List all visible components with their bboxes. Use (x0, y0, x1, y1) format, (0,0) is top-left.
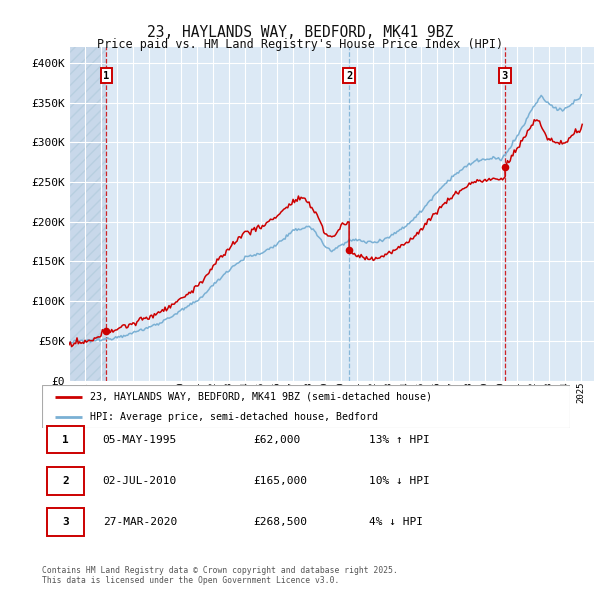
Bar (69, 47, 106, 381)
Text: 2: 2 (346, 71, 352, 80)
FancyBboxPatch shape (47, 509, 84, 536)
Text: Contains HM Land Registry data © Crown copyright and database right 2025.
This d: Contains HM Land Registry data © Crown c… (42, 566, 398, 585)
FancyBboxPatch shape (47, 467, 84, 494)
Text: £62,000: £62,000 (253, 435, 301, 444)
Text: 23, HAYLANDS WAY, BEDFORD, MK41 9BZ: 23, HAYLANDS WAY, BEDFORD, MK41 9BZ (147, 25, 453, 40)
Text: 3: 3 (62, 517, 69, 527)
Text: 05-MAY-1995: 05-MAY-1995 (103, 435, 177, 444)
Text: 2: 2 (62, 476, 69, 486)
Text: 1: 1 (62, 435, 69, 444)
Text: 13% ↑ HPI: 13% ↑ HPI (370, 435, 430, 444)
Text: 1: 1 (103, 71, 110, 80)
FancyBboxPatch shape (47, 426, 84, 453)
Text: Price paid vs. HM Land Registry's House Price Index (HPI): Price paid vs. HM Land Registry's House … (97, 38, 503, 51)
Text: 27-MAR-2020: 27-MAR-2020 (103, 517, 177, 527)
Text: 3: 3 (502, 71, 508, 80)
Text: £268,500: £268,500 (253, 517, 307, 527)
Text: HPI: Average price, semi-detached house, Bedford: HPI: Average price, semi-detached house,… (89, 412, 377, 422)
Text: £165,000: £165,000 (253, 476, 307, 486)
Text: 23, HAYLANDS WAY, BEDFORD, MK41 9BZ (semi-detached house): 23, HAYLANDS WAY, BEDFORD, MK41 9BZ (sem… (89, 392, 431, 402)
FancyBboxPatch shape (42, 385, 570, 428)
Text: 4% ↓ HPI: 4% ↓ HPI (370, 517, 424, 527)
Text: 10% ↓ HPI: 10% ↓ HPI (370, 476, 430, 486)
Text: 02-JUL-2010: 02-JUL-2010 (103, 476, 177, 486)
